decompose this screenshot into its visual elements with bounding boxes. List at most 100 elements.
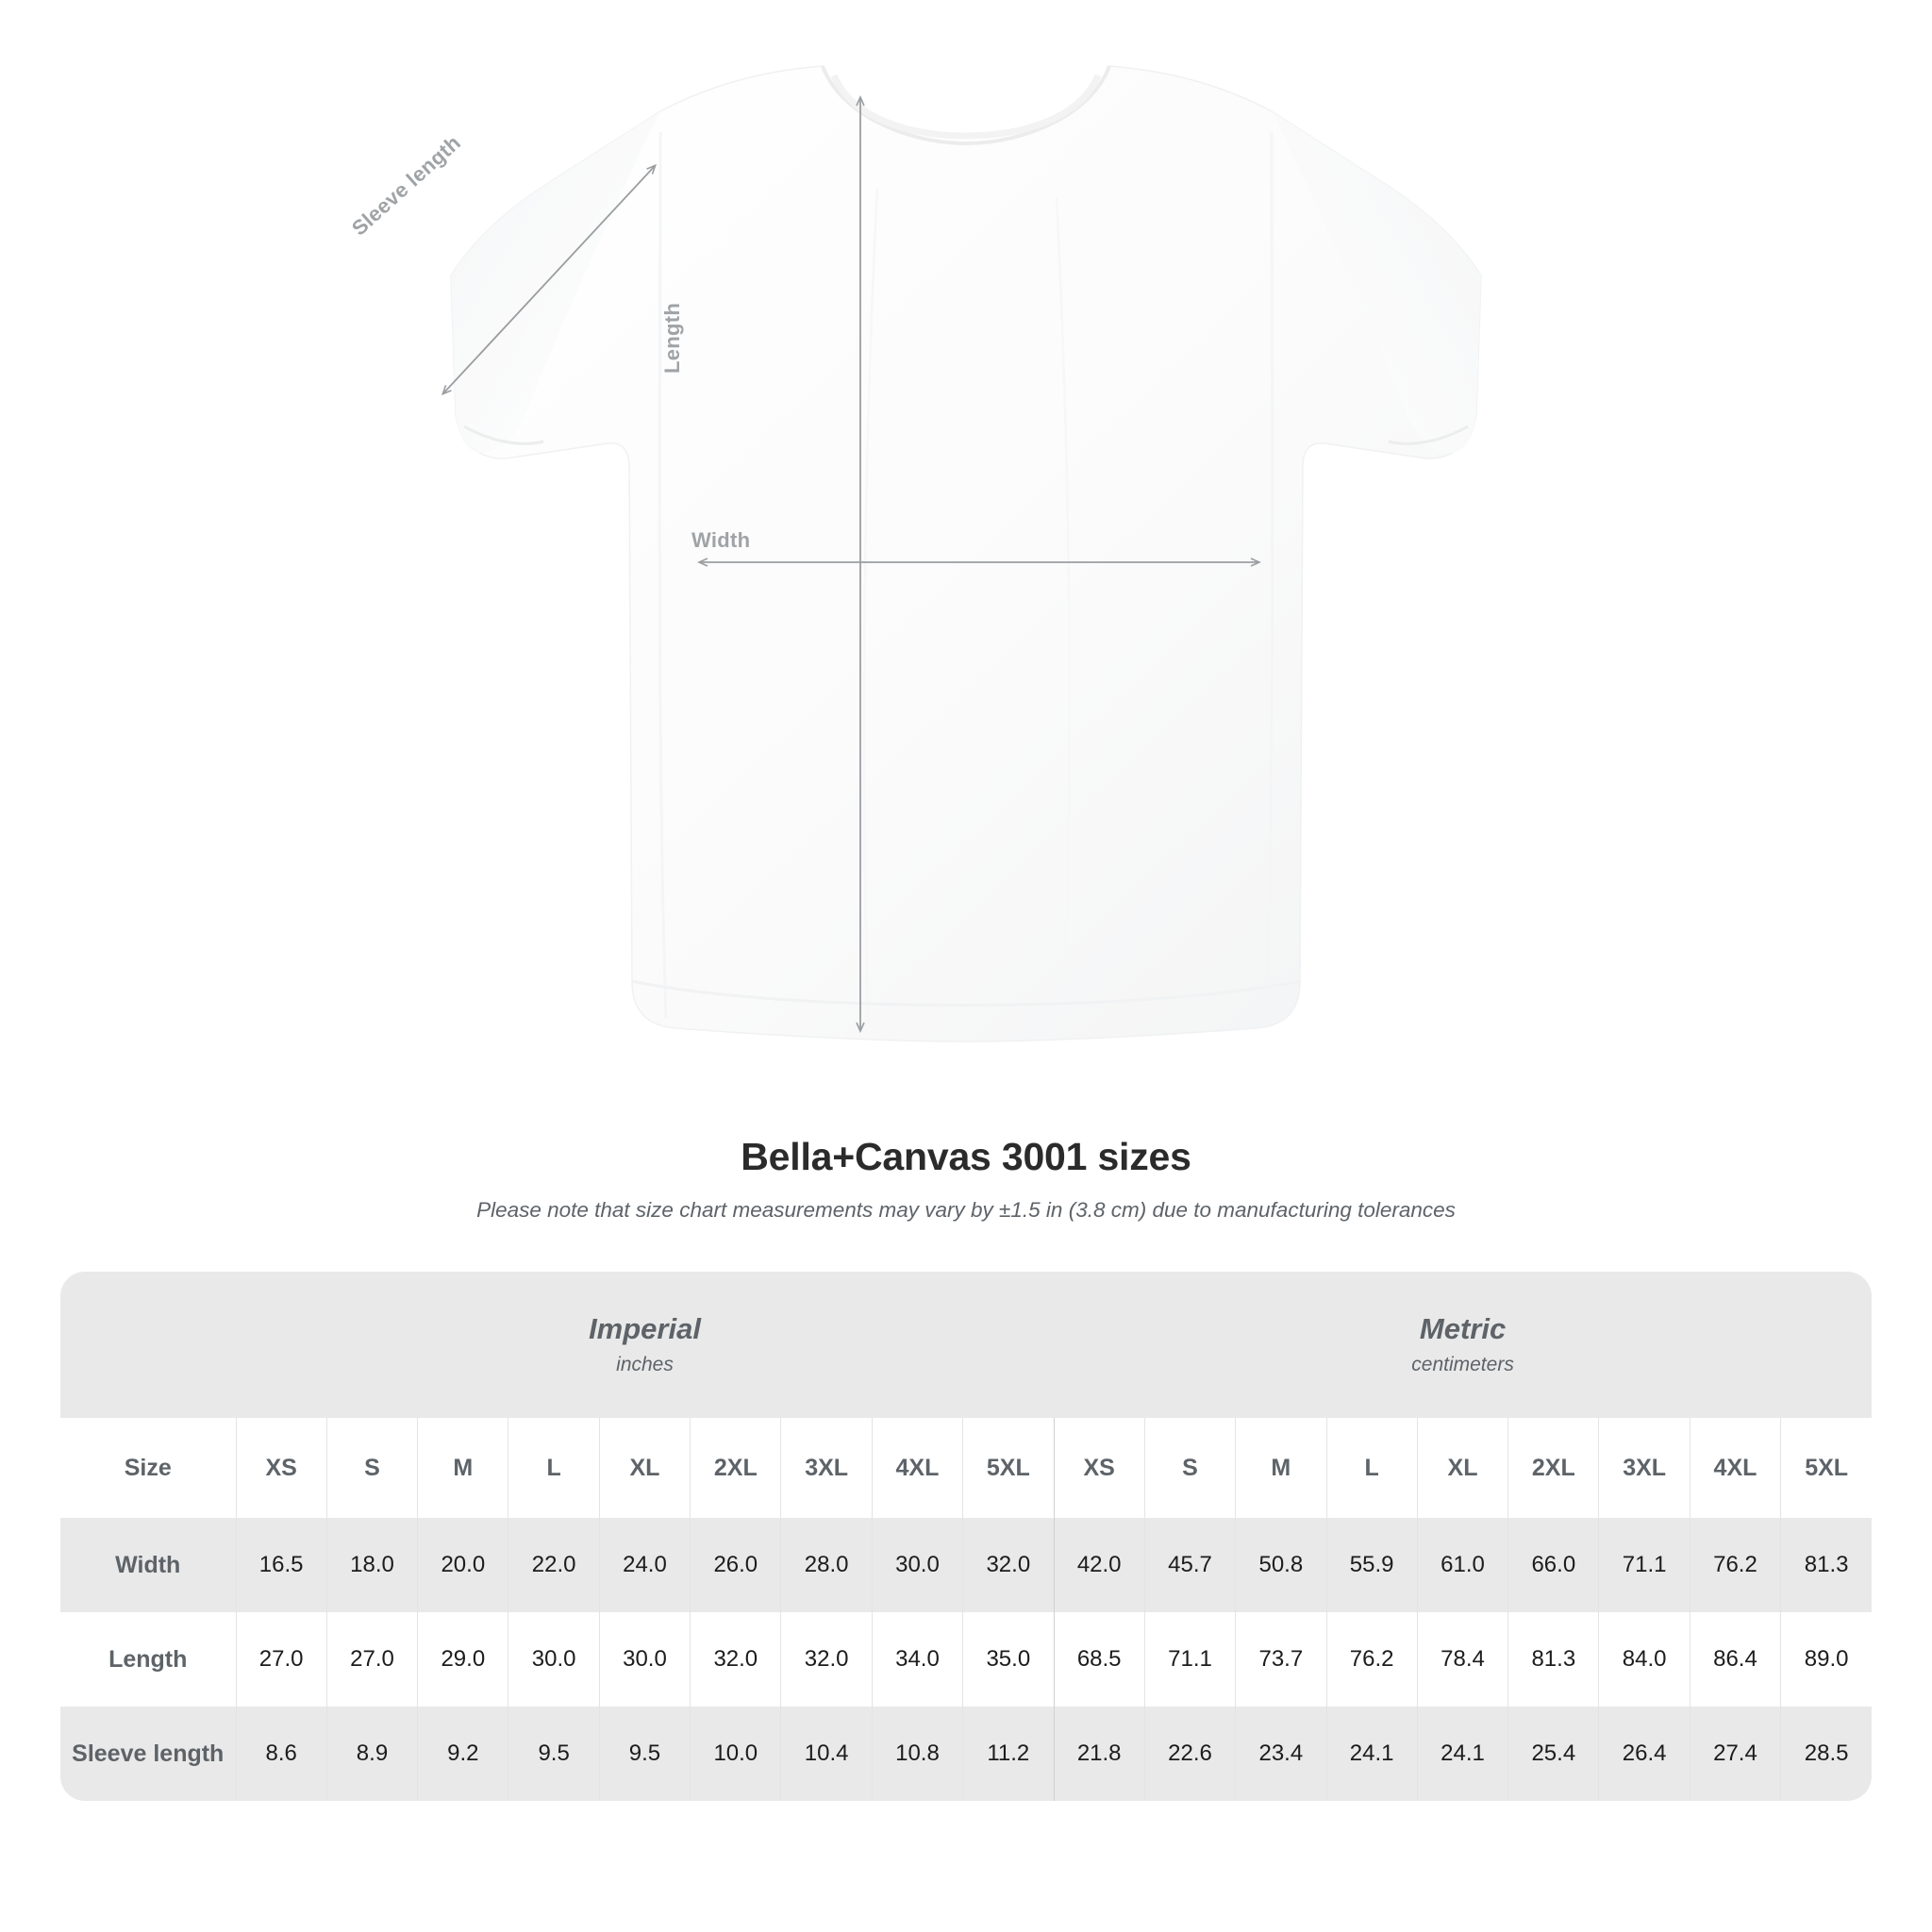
table-row: Sleeve length 8.6 8.9 9.2 9.5 9.5 10.0 1… [60,1707,1873,1801]
cell-width-imperial-s: 18.0 [325,1518,418,1612]
cell-sleeve-imperial-2xl: 10.0 [690,1707,781,1801]
cell-length-imperial-3xl: 32.0 [780,1612,873,1707]
size-header-metric-m: M [1235,1418,1326,1518]
cell-sleeve-metric-s: 22.6 [1143,1707,1236,1801]
size-header-imperial-2xl: 2XL [690,1418,781,1518]
table-row: Length 27.0 27.0 29.0 30.0 30.0 32.0 32.… [60,1612,1873,1707]
size-header-imperial-5xl: 5XL [962,1418,1055,1518]
tshirt-diagram: Sleeve length Length Width [347,65,1482,1042]
cell-sleeve-metric-5xl: 28.5 [1780,1707,1873,1801]
cell-length-metric-l: 76.2 [1325,1612,1418,1707]
cell-width-imperial-xs: 16.5 [235,1518,327,1612]
size-header-imperial-xl: XL [598,1418,691,1518]
cell-length-imperial-xl: 30.0 [598,1612,691,1707]
title-block: Bella+Canvas 3001 sizes Please note that… [0,1135,1932,1223]
row-label-sleeve-length: Sleeve length [60,1707,236,1801]
cell-width-imperial-xl: 24.0 [598,1518,691,1612]
cell-length-metric-4xl: 86.4 [1689,1612,1781,1707]
cell-sleeve-imperial-xs: 8.6 [235,1707,327,1801]
cell-width-imperial-3xl: 28.0 [780,1518,873,1612]
size-table-container: Imperial inches Metric centimeters Size … [60,1272,1873,1801]
tshirt-shape [450,65,1482,1042]
cell-sleeve-metric-xl: 24.1 [1416,1707,1508,1801]
cell-length-metric-m: 73.7 [1235,1612,1326,1707]
cell-width-metric-l: 55.9 [1325,1518,1418,1612]
cell-width-imperial-5xl: 32.0 [962,1518,1055,1612]
size-header-imperial-m: M [417,1418,508,1518]
size-header-metric-4xl: 4XL [1689,1418,1781,1518]
size-header-imperial-l: L [508,1418,600,1518]
cell-sleeve-metric-l: 24.1 [1325,1707,1418,1801]
cell-length-metric-3xl: 84.0 [1598,1612,1690,1707]
cell-sleeve-imperial-s: 8.9 [325,1707,418,1801]
size-header-metric-xl: XL [1416,1418,1508,1518]
size-header-row: Size XS S M L XL 2XL 3XL 4XL 5XL XS S M … [60,1418,1873,1518]
size-header-imperial-s: S [325,1418,418,1518]
cell-width-metric-m: 50.8 [1235,1518,1326,1612]
cell-width-metric-xl: 61.0 [1416,1518,1508,1612]
unit-header-row: Imperial inches Metric centimeters [60,1272,1873,1418]
cell-width-metric-5xl: 81.3 [1780,1518,1873,1612]
cell-sleeve-metric-4xl: 27.4 [1689,1707,1781,1801]
cell-width-metric-3xl: 71.1 [1598,1518,1690,1612]
cell-sleeve-imperial-l: 9.5 [508,1707,600,1801]
unit-group-metric-unit: centimeters [1411,1353,1514,1375]
cell-sleeve-metric-xs: 21.8 [1053,1707,1145,1801]
cell-length-metric-xs: 68.5 [1053,1612,1145,1707]
cell-length-imperial-2xl: 32.0 [690,1612,781,1707]
cell-length-metric-s: 71.1 [1143,1612,1236,1707]
cell-sleeve-metric-2xl: 25.4 [1507,1707,1599,1801]
cell-sleeve-imperial-xl: 9.5 [598,1707,691,1801]
size-header-metric-xs: XS [1053,1418,1145,1518]
cell-length-imperial-m: 29.0 [417,1612,508,1707]
cell-length-metric-xl: 78.4 [1416,1612,1508,1707]
cell-sleeve-imperial-4xl: 10.8 [871,1707,963,1801]
row-label-length: Length [60,1612,236,1707]
cell-length-imperial-5xl: 35.0 [962,1612,1055,1707]
cell-width-imperial-4xl: 30.0 [871,1518,963,1612]
length-label: Length [660,302,684,374]
size-table: Imperial inches Metric centimeters Size … [60,1272,1873,1801]
cell-width-metric-4xl: 76.2 [1689,1518,1781,1612]
size-header-imperial-xs: XS [235,1418,327,1518]
size-header-label: Size [60,1418,236,1518]
cell-sleeve-metric-m: 23.4 [1235,1707,1326,1801]
cell-sleeve-imperial-3xl: 10.4 [780,1707,873,1801]
sleeve-measure-line [441,163,658,396]
cell-width-metric-s: 45.7 [1143,1518,1236,1612]
row-label-width: Width [60,1518,236,1612]
unit-group-metric: Metric centimeters [1054,1272,1873,1418]
unit-header-spacer [60,1272,236,1418]
page-subtitle: Please note that size chart measurements… [476,1198,1456,1222]
cell-width-metric-2xl: 66.0 [1507,1518,1599,1612]
cell-length-imperial-xs: 27.0 [235,1612,327,1707]
unit-group-imperial-name: Imperial [589,1312,701,1346]
size-header-metric-s: S [1143,1418,1236,1518]
cell-length-imperial-4xl: 34.0 [871,1612,963,1707]
size-header-imperial-3xl: 3XL [780,1418,873,1518]
cell-width-imperial-2xl: 26.0 [690,1518,781,1612]
unit-group-imperial: Imperial inches [236,1272,1055,1418]
unit-group-metric-name: Metric [1419,1312,1507,1346]
table-row: Width 16.5 18.0 20.0 22.0 24.0 26.0 28.0… [60,1518,1873,1612]
cell-length-metric-5xl: 89.0 [1780,1612,1873,1707]
size-header-metric-5xl: 5XL [1780,1418,1873,1518]
size-header-metric-l: L [1325,1418,1418,1518]
cell-sleeve-imperial-m: 9.2 [417,1707,508,1801]
cell-width-imperial-l: 22.0 [508,1518,600,1612]
page-title: Bella+Canvas 3001 sizes [741,1135,1191,1178]
measurement-guides [441,95,1261,1033]
cell-sleeve-metric-3xl: 26.4 [1598,1707,1690,1801]
size-header-metric-3xl: 3XL [1598,1418,1690,1518]
tshirt-illustration [441,65,1482,1042]
unit-group-imperial-unit: inches [616,1353,674,1375]
cell-length-imperial-s: 27.0 [325,1612,418,1707]
cell-width-imperial-m: 20.0 [417,1518,508,1612]
cell-length-imperial-l: 30.0 [508,1612,600,1707]
size-header-metric-2xl: 2XL [1507,1418,1599,1518]
cell-length-metric-2xl: 81.3 [1507,1612,1599,1707]
cell-width-metric-xs: 42.0 [1053,1518,1145,1612]
width-label: Width [691,528,751,552]
cell-sleeve-imperial-5xl: 11.2 [962,1707,1055,1801]
